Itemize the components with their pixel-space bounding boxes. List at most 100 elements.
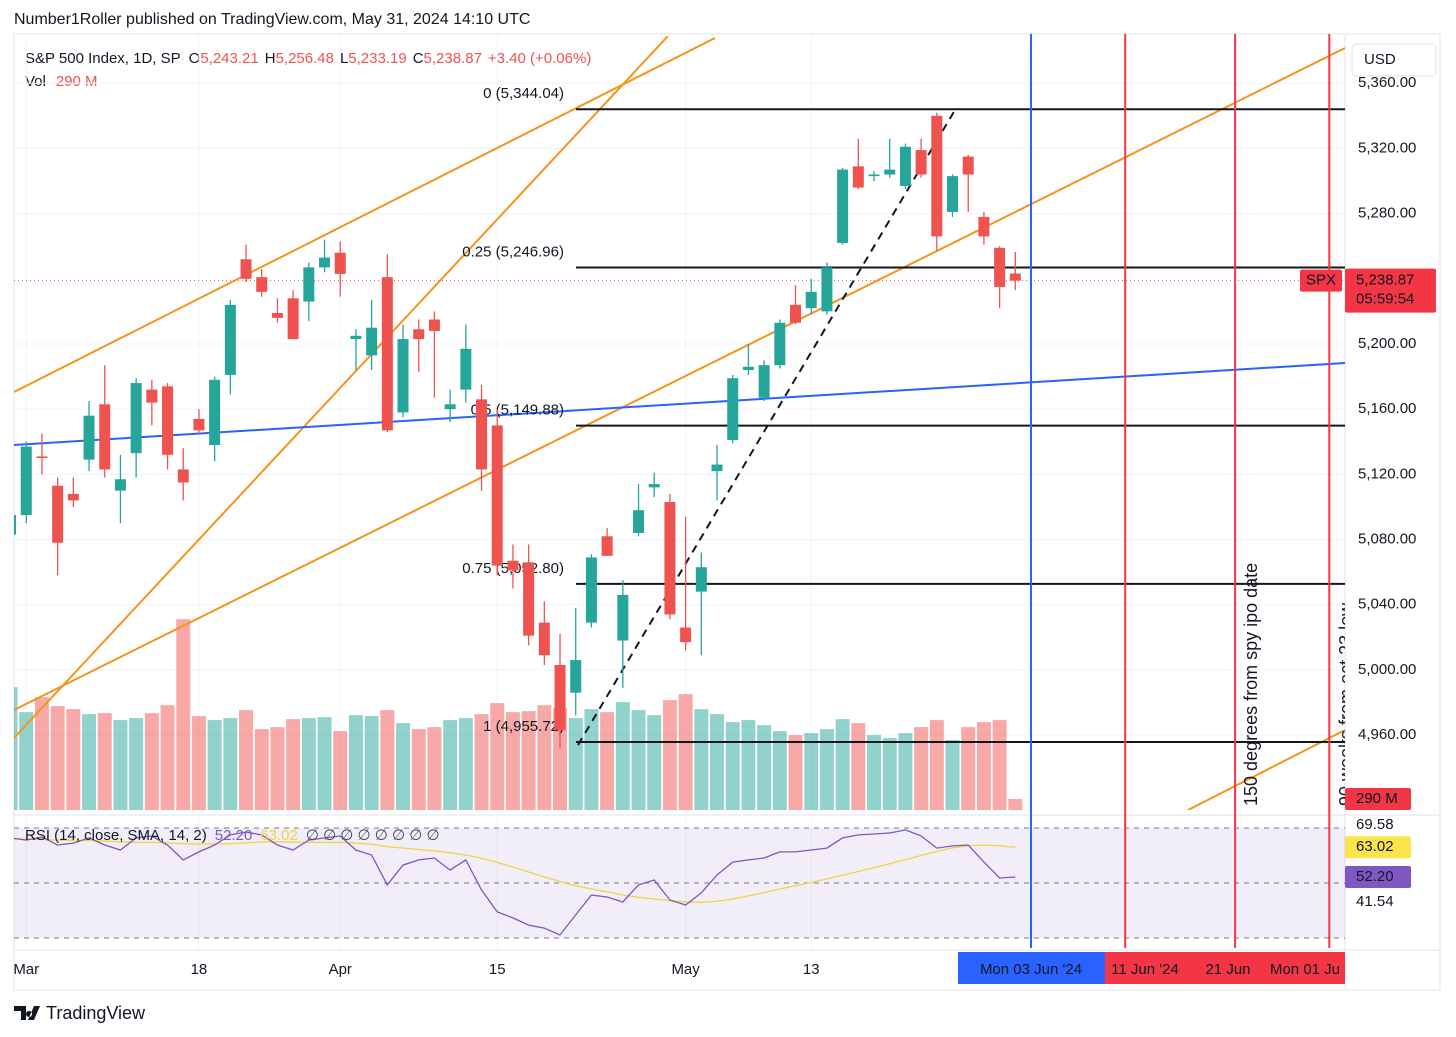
y-tick-label: 5,080.00 bbox=[1358, 530, 1416, 547]
symbol-label: SPX bbox=[1306, 272, 1336, 289]
x-tick-label: 15 bbox=[489, 961, 506, 978]
candle-body bbox=[413, 329, 425, 340]
candle-body bbox=[915, 150, 927, 175]
candle-body bbox=[711, 464, 723, 472]
candle-body bbox=[601, 536, 613, 556]
candle-body bbox=[633, 510, 645, 533]
volume-bar bbox=[207, 720, 222, 810]
legend-value: 5,243.21 bbox=[200, 50, 258, 67]
candle-body bbox=[240, 259, 252, 279]
candle-body bbox=[491, 425, 503, 566]
volume-bar bbox=[992, 720, 1007, 810]
volume-bar bbox=[411, 729, 426, 810]
candle-body bbox=[99, 404, 111, 470]
volume-bar bbox=[239, 710, 254, 810]
trend-line bbox=[14, 36, 669, 739]
volume-bar bbox=[945, 740, 960, 810]
candle-body bbox=[114, 479, 126, 491]
volume-bar bbox=[97, 713, 112, 810]
volume-bar bbox=[882, 738, 897, 810]
volume-badge-label: 290 M bbox=[1356, 790, 1398, 807]
candle-body bbox=[14, 515, 17, 535]
event-date-label: 11 Jun '24 bbox=[1111, 961, 1179, 978]
legend-value: 5,256.48 bbox=[276, 50, 334, 67]
volume-bar bbox=[647, 715, 662, 810]
candle-body bbox=[366, 327, 378, 356]
candle-body bbox=[852, 166, 864, 188]
volume-name: Vol bbox=[25, 73, 46, 90]
event-date-box bbox=[1105, 952, 1345, 984]
x-tick-label: May bbox=[671, 961, 700, 978]
volume-bar bbox=[129, 718, 144, 810]
volume-bar bbox=[66, 709, 81, 810]
candle-body bbox=[523, 562, 535, 636]
candle-body bbox=[319, 257, 331, 268]
candle-body bbox=[899, 146, 911, 186]
legend-key: H bbox=[265, 50, 276, 67]
vertical-annotation: 90 weeks from oct 23 low bbox=[1336, 602, 1356, 806]
volume-bar bbox=[1008, 799, 1023, 810]
candle-body bbox=[868, 174, 880, 177]
candle-body bbox=[209, 379, 221, 445]
volume-bar bbox=[804, 733, 819, 810]
candle-body bbox=[130, 383, 142, 454]
volume-bar bbox=[113, 720, 128, 810]
volume-bar bbox=[333, 731, 348, 810]
volume-bar bbox=[505, 712, 520, 810]
candle-body bbox=[727, 378, 739, 441]
brand-logo bbox=[14, 1006, 40, 1020]
last-price-label: 5,238.87 bbox=[1356, 272, 1414, 289]
volume-bar bbox=[600, 712, 615, 810]
volume-bar bbox=[82, 714, 97, 810]
candle-body bbox=[962, 156, 974, 175]
candle-body bbox=[538, 622, 550, 656]
volume-bar bbox=[458, 718, 473, 810]
legend-key: O bbox=[189, 50, 201, 67]
x-tick-label: 13 bbox=[803, 961, 820, 978]
legend-value: 5,233.19 bbox=[348, 50, 406, 67]
volume-bar bbox=[867, 735, 882, 810]
y-tick-label: 5,200.00 bbox=[1358, 335, 1416, 352]
rsi-value: 52.20 bbox=[215, 827, 253, 844]
trend-line bbox=[1187, 729, 1345, 810]
rsi-scale-label: 41.54 bbox=[1356, 893, 1394, 910]
price-badge bbox=[1345, 268, 1436, 313]
volume-bar bbox=[364, 716, 379, 810]
event-date-label: Mon 01 Ju bbox=[1270, 961, 1340, 978]
candle-body bbox=[931, 115, 943, 237]
volume-bar bbox=[380, 710, 395, 810]
trend-line bbox=[14, 47, 1345, 711]
volume-bar bbox=[301, 718, 316, 810]
fib-label: 0.5 (5,149.88) bbox=[471, 402, 564, 419]
volume-badge bbox=[1345, 788, 1411, 810]
legend-value: 5,238.87 bbox=[424, 50, 482, 67]
candle-body bbox=[617, 594, 629, 641]
candle-body bbox=[83, 415, 95, 460]
candle-body bbox=[1009, 273, 1021, 281]
volume-bar bbox=[898, 733, 913, 810]
volume-bar bbox=[144, 713, 159, 810]
chart-frame bbox=[13, 33, 1441, 991]
y-tick-label: 5,120.00 bbox=[1358, 465, 1416, 482]
volume-bar bbox=[160, 705, 175, 810]
candle-body bbox=[334, 252, 346, 274]
rsi-badge-label: 52.20 bbox=[1356, 868, 1394, 885]
x-tick-label: 18 bbox=[191, 961, 208, 978]
y-tick-label: 5,000.00 bbox=[1358, 661, 1416, 678]
candle-body bbox=[460, 348, 472, 390]
volume-bar bbox=[694, 709, 709, 810]
volume-bar bbox=[490, 703, 505, 810]
legend-key: C bbox=[413, 50, 424, 67]
rsi-scale-label: 69.58 bbox=[1356, 816, 1394, 833]
candle-body bbox=[978, 216, 990, 237]
fib-label: 0.25 (5,246.96) bbox=[462, 243, 564, 260]
rsi-placeholders: ∅ ∅ ∅ ∅ ∅ ∅ ∅ ∅ bbox=[306, 827, 440, 844]
candle-body bbox=[52, 485, 64, 543]
candle-body bbox=[790, 304, 802, 323]
y-tick-label: 5,320.00 bbox=[1358, 139, 1416, 156]
volume-bar bbox=[835, 719, 850, 810]
symbol-badge bbox=[1300, 269, 1342, 292]
volume-value: 290 M bbox=[56, 73, 98, 90]
candle-body bbox=[742, 366, 754, 371]
rsi-sma-badge bbox=[1345, 836, 1411, 859]
